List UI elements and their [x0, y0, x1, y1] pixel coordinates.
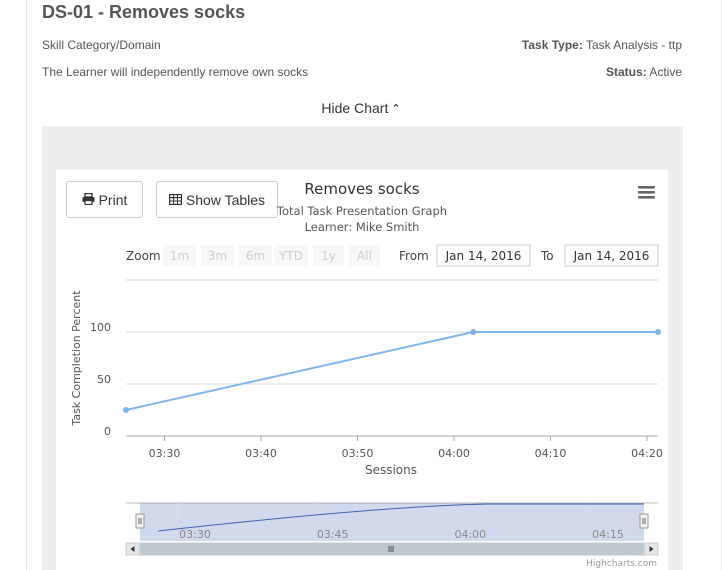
skill-description: The Learner will independently remove ow… [42, 65, 309, 79]
scroll-left-arrow-icon[interactable] [125, 542, 140, 556]
to-date-input[interactable] [564, 244, 659, 267]
status-label: Status: [605, 65, 647, 79]
chevron-up-icon: ⌃ [391, 103, 401, 115]
skill-category: Skill Category/Domain [42, 38, 161, 52]
status-value: Active [649, 65, 682, 79]
navigator-mask[interactable] [140, 503, 644, 541]
zoom-button-1m[interactable]: 1m [163, 245, 196, 266]
chart-menu-icon[interactable] [636, 184, 658, 202]
printer-icon [82, 192, 95, 208]
hide-chart-toggle[interactable]: Hide Chart ⌃ [0, 100, 722, 116]
scrollbar-thumb[interactable] [140, 543, 644, 555]
task-type-value: Task Analysis - ttp [585, 38, 682, 52]
show-tables-label: Show Tables [185, 191, 266, 208]
from-date-input[interactable] [436, 244, 531, 267]
zoom-button-3m[interactable]: 3m [201, 245, 234, 266]
zoom-button-6m[interactable]: 6m [239, 245, 272, 266]
task-type-label: Task Type: [521, 38, 583, 52]
zoom-button-1y[interactable]: 1y [313, 245, 344, 266]
show-tables-button[interactable]: Show Tables [156, 181, 278, 218]
data-point[interactable] [655, 329, 661, 335]
print-button[interactable]: Print [66, 181, 143, 218]
data-point[interactable] [123, 407, 129, 413]
zoom-button-all[interactable]: All [349, 245, 380, 266]
task-type: Task Type: Task Analysis - ttp [522, 38, 682, 52]
zoom-button-label: 1y [321, 249, 336, 263]
print-label: Print [98, 191, 128, 208]
zoom-button-label: All [357, 249, 372, 263]
page-title: DS-01 - Removes socks [42, 2, 246, 22]
hide-chart-label: Hide Chart [321, 100, 389, 116]
status: Status: Active [606, 65, 682, 79]
zoom-button-label: 1m [170, 249, 189, 263]
zoom-button-ytd[interactable]: YTD [274, 245, 308, 266]
navigator-right-handle[interactable] [639, 513, 649, 529]
zoom-button-label: 3m [208, 249, 227, 263]
navigator-scrollbar[interactable] [125, 542, 659, 556]
table-icon [168, 192, 182, 208]
data-point[interactable] [470, 329, 477, 335]
navigator-left-handle[interactable] [135, 513, 145, 529]
scroll-right-arrow-icon[interactable] [644, 542, 659, 556]
zoom-button-label: YTD [278, 249, 303, 263]
zoom-button-label: 6m [246, 249, 265, 263]
